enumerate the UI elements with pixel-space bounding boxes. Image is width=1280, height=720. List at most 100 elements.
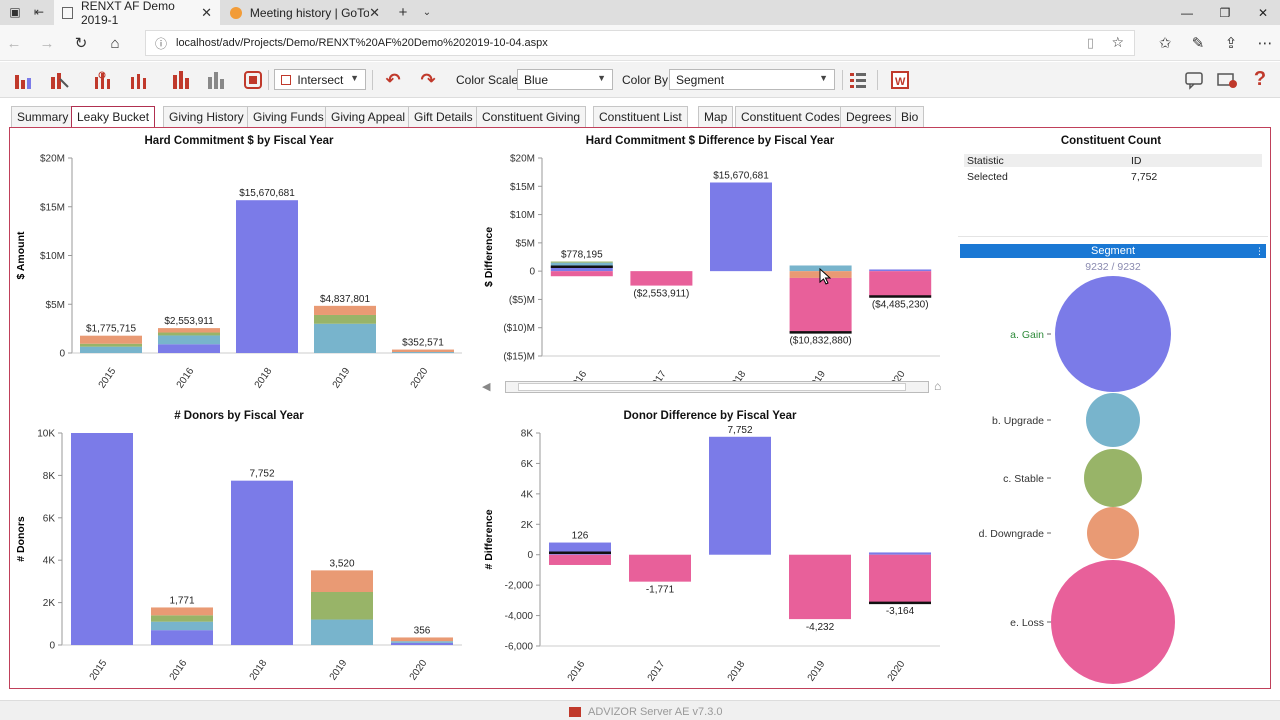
bar-segment-gain (151, 630, 213, 645)
filter-bars-icon[interactable] (91, 69, 113, 91)
reading-view-icon[interactable]: ▯ (1086, 35, 1094, 50)
help-icon[interactable]: ? (1253, 67, 1267, 90)
bar-segment-loss (869, 271, 932, 297)
hard-commitment-difference-chart[interactable]: $ Difference ($15)M ($10)M ($5)M 0 $5M $10M $15… (478, 148, 944, 384)
tab-bio[interactable]: Bio (895, 106, 925, 127)
tab-leaky-bucket[interactable]: Leaky Bucket (71, 106, 156, 128)
maximize-icon[interactable]: ❐ (1219, 5, 1231, 20)
presentation-icon[interactable] (1216, 69, 1238, 91)
tab-giving-history[interactable]: Giving History (163, 106, 250, 127)
window-close-icon[interactable]: ✕ (1257, 5, 1269, 20)
bar-segment-upgrade (80, 346, 142, 353)
intersect-select[interactable]: Intersect ▼ (274, 69, 366, 90)
export-word-icon[interactable]: W (889, 69, 911, 91)
tab-constituent-codes[interactable]: Constituent Codes (735, 106, 846, 127)
y-tick-label: 0 (49, 641, 55, 652)
home-icon[interactable]: ⌂ (110, 34, 120, 52)
donors-chart[interactable]: # Donors02K4K6K8K10K1,64520151,77120167,… (10, 424, 470, 686)
chart-title: # Donors by Fiscal Year (174, 410, 304, 422)
y-tick-label: $5M (46, 300, 65, 311)
x-tick-label: 2019 (806, 659, 828, 684)
hard-commitment-chart[interactable]: $ Amount 0 $5M $10M $15M $20M $1,775,715 2015 $2… (10, 148, 470, 394)
share-icon[interactable]: ⇪ (1224, 35, 1238, 52)
y-axis-label: # Difference (483, 509, 495, 569)
bar-chart-icon[interactable] (170, 69, 192, 91)
y-tick-label: -2,000 (505, 581, 534, 592)
tab-map[interactable]: Map (698, 106, 734, 127)
minimize-icon[interactable]: — (1181, 5, 1193, 20)
toolbar-separator (268, 70, 269, 90)
color-by-value: Segment (676, 73, 725, 87)
scrollbar-thumb[interactable] (518, 383, 906, 391)
bar-chart-red-icon[interactable] (12, 69, 34, 91)
bar-chart-select-icon[interactable] (48, 69, 70, 91)
table-row: Selected 7,752 (964, 170, 1262, 183)
x-tick-label: 2017 (646, 659, 668, 684)
tab-gift-details[interactable]: Gift Details (408, 106, 479, 127)
y-tick-label: $20M (510, 154, 535, 165)
donor-difference-chart[interactable]: # Difference -6,000 -4,000 -2,000 0 2K 4K 6K 8K 1… (478, 424, 944, 686)
segment-label: e. Loss (1010, 617, 1044, 629)
bar-segment-upgrade (158, 335, 220, 345)
tab-giving-appeal[interactable]: Giving Appeal (325, 106, 412, 127)
set-aside-tabs-icon[interactable]: ⇤ (33, 5, 45, 19)
tab-giving-funds[interactable]: Giving Funds (247, 106, 330, 127)
data-label: ($4,485,230) (872, 300, 929, 311)
bar-segment-upgrade (314, 323, 376, 353)
info-icon[interactable]: ⓘ (155, 37, 168, 51)
tab-constituent-list[interactable]: Constituent List (593, 106, 688, 127)
y-tick-label: ($5)M (509, 295, 535, 306)
tab-actions-icon[interactable]: ▣ (9, 5, 21, 19)
x-tick-label: 2016 (175, 366, 197, 391)
x-tick-label: 2016 (168, 658, 190, 683)
tab-summary[interactable]: Summary (11, 106, 75, 127)
segment-header-label: Segment (1090, 245, 1136, 257)
bar-segment-stable (151, 615, 213, 622)
bar-chart-gray-icon[interactable] (205, 69, 227, 91)
tab-constituent-giving[interactable]: Constituent Giving (476, 106, 587, 127)
data-label: 356 (414, 625, 431, 636)
pen-icon[interactable]: ✎ (1191, 35, 1205, 52)
tab-degrees[interactable]: Degrees (840, 106, 898, 127)
back-icon[interactable]: ← (6, 34, 22, 52)
url-field[interactable]: ⓘ localhost/adv/Projects/Demo/RENXT%20AF… (145, 30, 1135, 56)
svg-text:W: W (895, 76, 906, 88)
pan-left-icon[interactable]: ◀ (482, 381, 491, 393)
app-toolbar: Intersect ▼ ↶ ↷ Color Scale: Blue ▼ Colo… (0, 62, 1280, 98)
forward-icon[interactable]: → (39, 34, 55, 52)
refresh-icon[interactable]: ↻ (74, 35, 88, 52)
intersect-icon (281, 75, 291, 85)
close-icon[interactable]: ✕ (369, 4, 380, 20)
data-label: $1,775,715 (86, 324, 136, 335)
close-icon[interactable]: ✕ (201, 4, 212, 20)
bar-segment-upgrade (151, 621, 213, 631)
color-scale-label: Color Scale: (456, 73, 522, 87)
y-tick-label: 0 (529, 267, 535, 278)
new-tab-icon[interactable]: + (398, 3, 408, 21)
favorites-icon[interactable]: ✩ (1158, 35, 1172, 52)
color-scale-select[interactable]: Blue ▼ (517, 69, 613, 90)
browser-tab[interactable]: Meeting history | GoToMeeti ✕ (222, 0, 388, 25)
y-tick-label: 6K (521, 459, 534, 470)
segment-bubble-chart[interactable]: a. Gain b. Upgrade c. Stable d. Downgrade e.… (960, 272, 1266, 686)
segment-bubble (1084, 449, 1142, 507)
x-tick-label: 2018 (248, 658, 270, 683)
undo-icon[interactable]: ↶ (385, 69, 401, 90)
intersect-label: Intersect (297, 73, 344, 87)
version-text: ADVIZOR Server AE v7.3.0 (588, 706, 723, 718)
sparkle-bars-icon[interactable] (127, 69, 149, 91)
reset-view-icon[interactable] (242, 69, 264, 91)
redo-icon[interactable]: ↷ (420, 69, 436, 90)
legend-list-icon[interactable] (847, 69, 869, 91)
color-scale-value: Blue (524, 73, 549, 87)
chevron-down-icon[interactable]: ⌄ (422, 6, 432, 18)
color-by-select[interactable]: Segment ▼ (669, 69, 835, 90)
menu-icon[interactable]: ⋮ (1255, 246, 1264, 256)
more-icon[interactable]: ⋯ (1257, 35, 1273, 52)
horizontal-scrollbar[interactable] (505, 381, 929, 393)
home-icon[interactable]: ⌂ (934, 379, 942, 393)
comment-icon[interactable] (1183, 69, 1205, 91)
favorite-star-icon[interactable]: ☆ (1111, 34, 1124, 50)
browser-tab-active[interactable]: RENXT AF Demo 2019-1 ✕ (54, 0, 220, 27)
bar-segment-upgrade (311, 619, 373, 645)
